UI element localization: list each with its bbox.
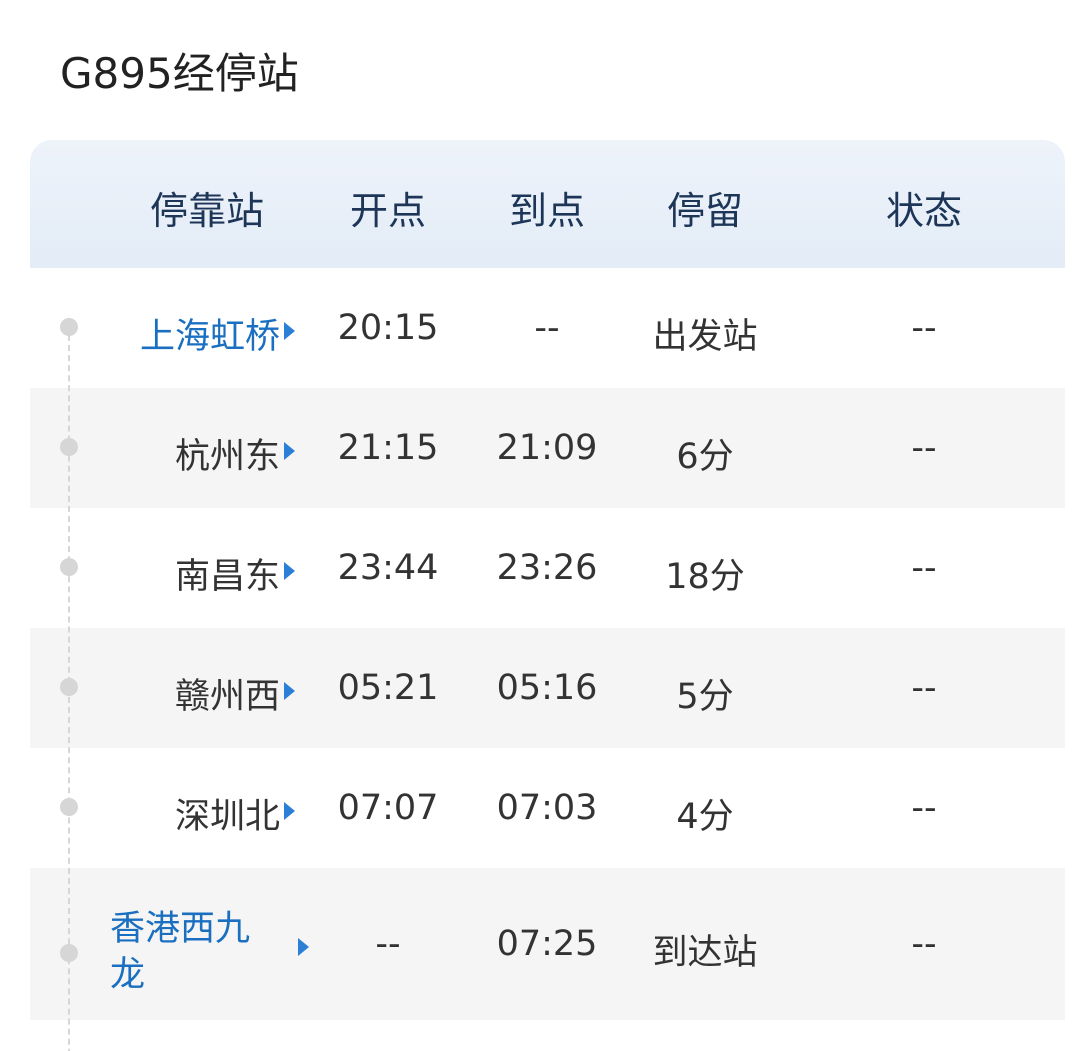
station-name[interactable]: 香港西九龙 <box>110 909 251 995</box>
station-name[interactable]: 南昌东 <box>174 557 280 597</box>
table-row[interactable]: 香港西九龙 -- 07:25 到达站 -- <box>30 868 1065 1020</box>
col-stay: 停留 <box>666 189 744 233</box>
arrive-time: 07:25 <box>496 924 598 964</box>
table-row[interactable]: 赣州西 05:21 05:16 5分 -- <box>30 628 1065 748</box>
table-row[interactable]: 杭州东 21:15 21:09 6分 -- <box>30 388 1065 508</box>
table-row[interactable]: 上海虹桥 20:15 -- 出发站 -- <box>30 268 1065 388</box>
col-status: 状态 <box>885 189 963 233</box>
depart-time: 20:15 <box>337 308 439 348</box>
depart-time: 23:44 <box>337 548 439 588</box>
route-line <box>68 335 70 1051</box>
stay-duration: 4分 <box>676 797 734 837</box>
status: -- <box>911 548 937 588</box>
caret-right-icon[interactable] <box>298 938 309 956</box>
arrive-time: -- <box>534 308 560 348</box>
col-station: 停靠站 <box>149 189 265 233</box>
stay-duration: 6分 <box>676 437 734 477</box>
station-name[interactable]: 杭州东 <box>174 437 280 477</box>
arrive-time: 21:09 <box>496 428 598 468</box>
depart-time: 05:21 <box>337 668 439 708</box>
status: -- <box>911 308 937 348</box>
col-arrive: 到点 <box>508 189 586 233</box>
stay-duration: 5分 <box>676 677 734 717</box>
status: -- <box>911 788 937 828</box>
station-name[interactable]: 上海虹桥 <box>139 317 280 357</box>
caret-right-icon[interactable] <box>284 802 295 820</box>
depart-time: -- <box>375 924 401 964</box>
col-depart: 开点 <box>349 189 427 233</box>
station-name[interactable]: 赣州西 <box>174 677 280 717</box>
page-title: G895经停站 <box>60 49 299 98</box>
table-row[interactable]: 深圳北 07:07 07:03 4分 -- <box>30 748 1065 868</box>
stay-duration: 18分 <box>665 557 745 597</box>
station-name[interactable]: 深圳北 <box>174 797 280 837</box>
stop-dot-icon <box>60 318 78 336</box>
stops-table: 停靠站 开点 到点 停留 状态 上海虹桥 20:15 -- 出发站 -- 杭州东… <box>30 140 1065 1051</box>
arrive-time: 23:26 <box>496 548 598 588</box>
table-row[interactable]: 南昌东 23:44 23:26 18分 -- <box>30 508 1065 628</box>
stay-duration: 出发站 <box>652 317 758 357</box>
caret-right-icon[interactable] <box>284 682 295 700</box>
stay-duration: 到达站 <box>652 933 758 973</box>
depart-time: 07:07 <box>337 788 439 828</box>
arrive-time: 05:16 <box>496 668 598 708</box>
depart-time: 21:15 <box>337 428 439 468</box>
caret-right-icon[interactable] <box>284 322 295 340</box>
table-header: 停靠站 开点 到点 停留 状态 <box>30 140 1065 268</box>
arrive-time: 07:03 <box>496 788 598 828</box>
status: -- <box>911 428 937 468</box>
status: -- <box>911 924 937 964</box>
caret-right-icon[interactable] <box>284 442 295 460</box>
status: -- <box>911 668 937 708</box>
caret-right-icon[interactable] <box>284 562 295 580</box>
